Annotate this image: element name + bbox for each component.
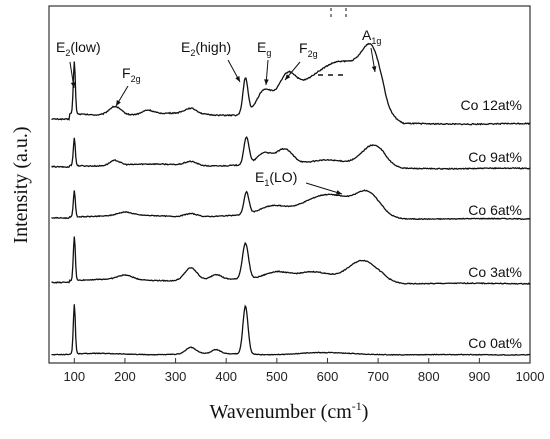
spectrum-line <box>51 189 531 221</box>
peak-arrow <box>305 182 343 195</box>
peak-annotations: E2(low) F2g E2(high) Eg F2g A1g E1(LO) <box>56 8 381 195</box>
series-label: Co 3at% <box>468 264 522 280</box>
x-tick-label: 900 <box>469 369 491 384</box>
x-tick-label: 800 <box>418 369 440 384</box>
x-tick-label: 400 <box>215 369 237 384</box>
peak-label: E2(high) <box>181 39 231 58</box>
peak-arrowhead <box>235 76 240 82</box>
spectrum-line <box>51 236 531 286</box>
y-axis-title: Intensity (a.u.) <box>10 126 32 243</box>
peak-arrowhead <box>264 79 269 85</box>
peak-arrowhead <box>336 190 342 195</box>
spectrum-line <box>51 136 531 171</box>
x-tick-label: 600 <box>317 369 339 384</box>
peak-arrowhead <box>116 100 121 106</box>
x-tick-label: 100 <box>63 369 85 384</box>
peak-label: E2(low) <box>56 39 101 58</box>
peak-arrowhead <box>70 82 76 88</box>
peak-label: Eg <box>257 39 271 58</box>
series-label: Co 6at% <box>468 202 522 218</box>
x-tick-label: 1000 <box>516 369 545 384</box>
peak-arrowhead <box>285 74 291 80</box>
x-tick-label: 500 <box>266 369 288 384</box>
peak-label: F2g <box>122 65 141 84</box>
x-tick-label: 700 <box>367 369 389 384</box>
peak-arrowhead <box>371 66 377 72</box>
series-label: Co 9at% <box>468 149 522 165</box>
peak-label: E1(LO) <box>255 169 297 188</box>
spectra: Co 12at% Co 9at% Co 6at% Co 3at% Co 0at% <box>51 42 531 356</box>
series-label: Co 0at% <box>468 335 522 351</box>
x-axis-title: Wavenumber (cm-1) <box>210 399 369 423</box>
x-ticks: 100 200 300 400 500 600 700 800 900 1000 <box>63 358 544 384</box>
x-tick-label: 200 <box>114 369 136 384</box>
peak-label: F2g <box>299 40 318 59</box>
series-label: Co 12at% <box>461 97 522 113</box>
x-tick-label: 300 <box>165 369 187 384</box>
plot-frame <box>48 5 531 364</box>
spectrum-line <box>51 304 530 356</box>
peak-label: A1g <box>362 27 381 46</box>
spectrum-line <box>51 42 531 126</box>
